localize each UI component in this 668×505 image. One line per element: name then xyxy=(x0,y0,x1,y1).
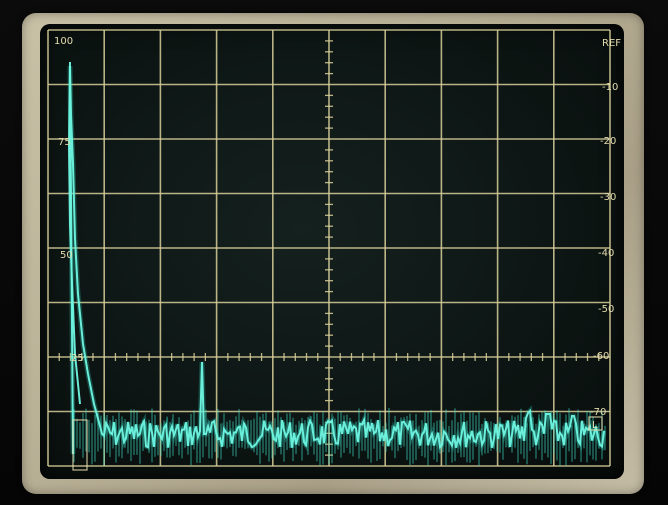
left-scale-label-50: 50 xyxy=(60,250,73,261)
right-scale-label-minus-10: -10 xyxy=(602,82,618,93)
spectrum-trace xyxy=(67,61,607,466)
right-scale-label-minus-40: -40 xyxy=(598,248,614,259)
right-scale-label-ref: REF xyxy=(602,38,621,49)
left-marker-box xyxy=(72,419,88,471)
main-peak-line xyxy=(67,61,81,405)
right-scale-label-minus-50: -50 xyxy=(598,304,614,315)
trace-line xyxy=(69,65,605,455)
left-scale-label-100: 100 xyxy=(54,36,73,47)
trace-glow xyxy=(67,65,607,455)
crt-screen: 100 75 50 25 REF -10 -20 -30 -40 -50 -60… xyxy=(40,24,624,479)
left-scale-label-75: 75 xyxy=(58,137,71,148)
corner-marker-box xyxy=(588,416,603,431)
grid-lines xyxy=(47,29,611,467)
spectrum-graticule: 100 75 50 25 REF -10 -20 -30 -40 -50 -60… xyxy=(47,29,621,471)
left-scale-label-25: 25 xyxy=(71,353,84,364)
corner-marker-label: L xyxy=(592,420,598,431)
right-scale-label-minus-20: -20 xyxy=(600,136,616,147)
right-scale-label-minus-70: -70 xyxy=(590,407,606,418)
right-scale-label-minus-60: -60 xyxy=(593,351,609,362)
center-ticks xyxy=(58,40,600,456)
right-scale-label-minus-30: -30 xyxy=(600,192,616,203)
